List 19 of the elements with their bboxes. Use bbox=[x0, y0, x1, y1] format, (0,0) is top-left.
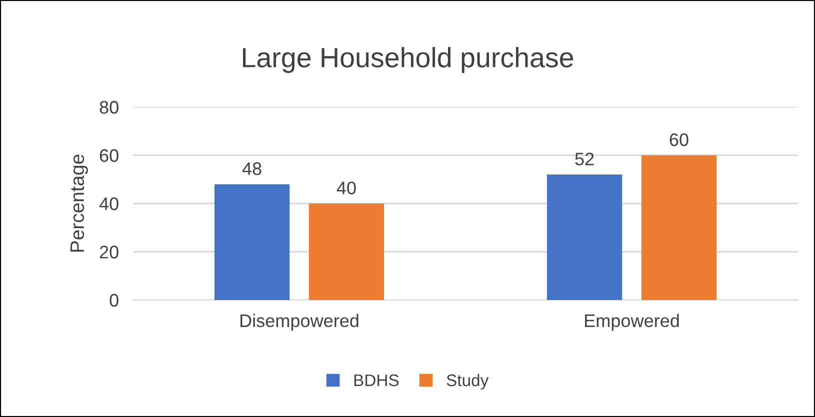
data-label: 48 bbox=[242, 162, 262, 176]
x-tick-label: Empowered bbox=[585, 314, 679, 331]
y-tick-label: 20 bbox=[100, 246, 118, 258]
bar bbox=[214, 184, 290, 300]
bar bbox=[641, 155, 717, 300]
y-tick-label: 80 bbox=[100, 100, 118, 114]
chart-title: Large Household purchase bbox=[243, 47, 574, 73]
data-label: 60 bbox=[670, 133, 688, 146]
y-tick-label: 60 bbox=[100, 149, 118, 162]
legend-label: BDHS bbox=[354, 374, 399, 386]
y-axis-title: Percentage bbox=[70, 154, 88, 252]
x-tick-label: Disempowered bbox=[240, 314, 358, 331]
bar bbox=[308, 204, 384, 300]
y-tick-label: 0 bbox=[110, 294, 118, 307]
y-tick-label: 40 bbox=[99, 197, 118, 210]
legend-label: Study bbox=[446, 374, 489, 390]
bar bbox=[546, 174, 622, 300]
data-label: 52 bbox=[575, 152, 594, 166]
data-label: 40 bbox=[336, 182, 356, 194]
